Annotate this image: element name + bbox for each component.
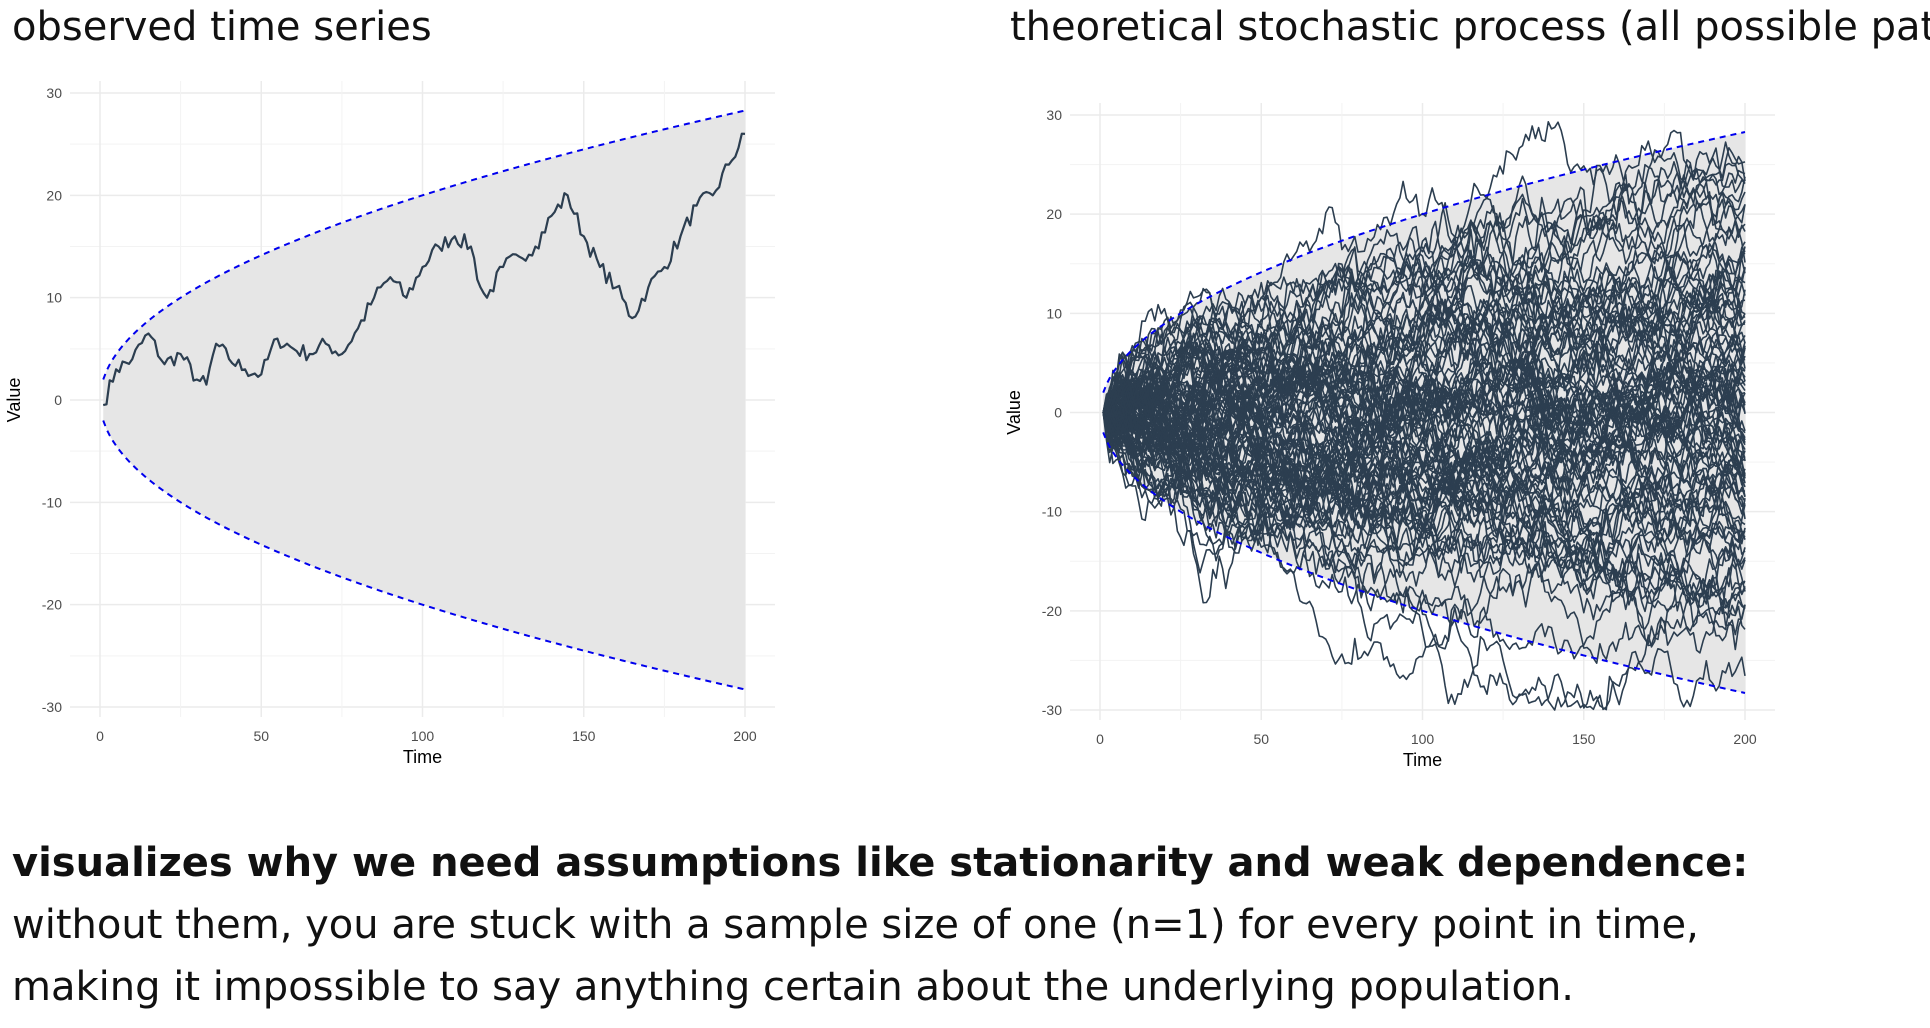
random-path-line [1102, 157, 1746, 427]
left-ytick-label: 20 [46, 187, 62, 203]
left-ytick-label: -20 [42, 597, 62, 613]
right-xtick-label: 100 [1411, 731, 1435, 747]
left-xtick-label: 100 [411, 728, 435, 744]
right-xtick-label: 200 [1733, 731, 1757, 747]
caption-line-2: making it impossible to say anything cer… [12, 964, 1575, 1010]
right-ytick-label: 20 [1046, 206, 1062, 222]
random-path-line [1102, 388, 1746, 535]
left-ytick-label: -10 [42, 494, 62, 510]
left-x-axis-title: Time [403, 747, 442, 767]
caption-line-1: without them, you are stuck with a sampl… [12, 902, 1699, 948]
left-xtick-label: 0 [96, 728, 104, 744]
stochastic-paths-chart: -30 -20 -10 0 10 20 30 0 50 100 150 200 Time Value [1004, 103, 1775, 770]
right-ytick-label: -30 [1042, 702, 1062, 718]
left-xtick-label: 50 [253, 728, 269, 744]
right-ytick-label: -20 [1042, 603, 1062, 619]
right-ytick-label: 10 [1046, 305, 1062, 321]
right-ytick-label: 30 [1046, 107, 1062, 123]
observed-series-chart: -30 -20 -10 0 10 20 30 0 50 100 150 200 Time Value [4, 81, 775, 767]
right-xtick-label: 150 [1572, 731, 1596, 747]
right-upper-bound [1102, 131, 1746, 394]
random-path-line [1102, 373, 1746, 654]
random-path-line [1102, 276, 1746, 483]
random-path-line [1102, 325, 1746, 520]
right-xtick-label: 0 [1096, 731, 1104, 747]
random-path-line [1102, 214, 1746, 453]
left-xtick-label: 150 [572, 728, 596, 744]
right-ytick-label: 0 [1054, 405, 1062, 421]
random-path-line [1102, 383, 1746, 660]
left-ytick-label: 30 [46, 85, 62, 101]
random-path-line [1102, 380, 1746, 598]
random-path-line [1102, 386, 1746, 555]
right-panel-title: theoretical stochastic process (all poss… [1010, 4, 1930, 50]
left-upper-bound [102, 109, 746, 380]
caption-heading: visualizes why we need assumptions like … [12, 840, 1749, 886]
random-path-line [1102, 383, 1746, 664]
random-path-line [1102, 401, 1746, 587]
left-ytick-label: -30 [42, 699, 62, 715]
random-path-line [1102, 330, 1746, 569]
random-path-line [1102, 284, 1746, 539]
left-ytick-label: 10 [46, 290, 62, 306]
left-y-axis-title: Value [4, 378, 24, 423]
right-x-axis-title: Time [1403, 750, 1442, 770]
random-path-line [1102, 373, 1746, 553]
observed-series-line [102, 132, 746, 407]
random-path-line [1102, 155, 1746, 420]
random-path-line [1102, 379, 1746, 567]
random-path-line [1102, 307, 1746, 529]
random-path-line [1102, 140, 1746, 421]
random-path-line [1102, 220, 1746, 432]
left-panel-title: observed time series [12, 4, 432, 50]
random-path-line [1102, 305, 1746, 458]
random-path-line [1102, 412, 1746, 514]
left-ytick-label: 0 [54, 392, 62, 408]
random-path-line [1102, 244, 1746, 500]
random-path-line [1102, 361, 1746, 527]
left-lower-bound [102, 420, 746, 691]
left-band [103, 110, 746, 690]
right-xtick-label: 50 [1253, 731, 1269, 747]
right-lower-bound [1102, 431, 1746, 694]
random-paths-group [1102, 121, 1746, 711]
right-ytick-label: -10 [1042, 504, 1062, 520]
left-xtick-label: 200 [733, 728, 757, 744]
random-path-line [1102, 314, 1746, 565]
right-y-axis-title: Value [1004, 390, 1024, 435]
